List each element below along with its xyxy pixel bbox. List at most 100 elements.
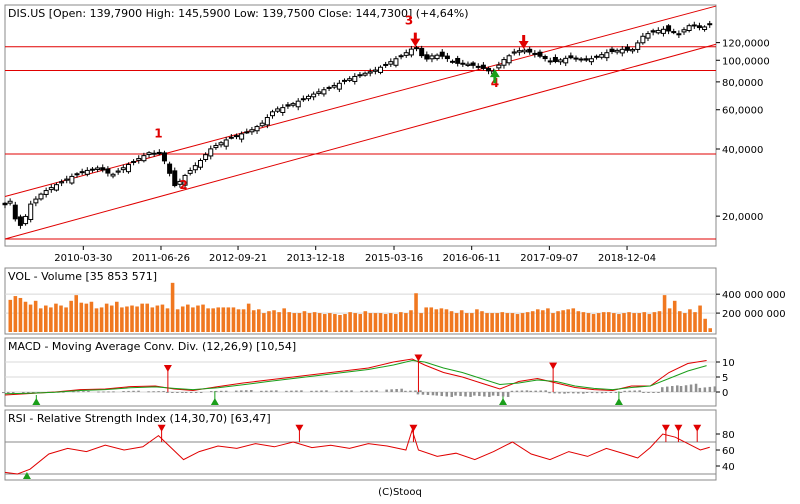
macd-histogram-bar (459, 392, 462, 397)
candle-body (522, 49, 528, 53)
candle (347, 76, 353, 83)
candle (660, 26, 666, 37)
macd-y-tick-label: 5 (722, 373, 728, 384)
macd-histogram-bar (12, 392, 15, 394)
candle (23, 214, 29, 226)
volume-bar (535, 309, 540, 332)
macd-histogram-bar (209, 391, 213, 393)
volume-bar (566, 309, 570, 332)
macd-histogram-bar (595, 392, 599, 394)
candle-body (547, 60, 553, 63)
candle (2, 201, 8, 209)
volume-bar (165, 308, 170, 332)
macd-histogram-bar (315, 390, 318, 392)
macd-histogram-bar (416, 392, 420, 395)
volume-bar (333, 314, 337, 332)
macd-histogram-bar (171, 392, 174, 393)
candle (64, 175, 70, 184)
volume-bar (104, 303, 109, 332)
volume-bar (282, 308, 286, 332)
candle-body (645, 33, 651, 39)
macd-histogram-bar (558, 392, 561, 394)
candle-body (316, 91, 322, 94)
macd-histogram-bar (7, 392, 10, 394)
volume-bar (135, 306, 139, 332)
price-y-tick-label: 100,0000 (722, 56, 770, 67)
footer-credit: (C)Stooq (378, 487, 422, 498)
candle (403, 49, 409, 58)
candle (156, 149, 162, 156)
macd-histogram-bar (290, 390, 293, 392)
candle (666, 24, 672, 35)
candle (522, 48, 528, 55)
volume-bar (89, 301, 94, 332)
volume-bar (485, 313, 489, 332)
macd-histogram-bar (166, 392, 169, 393)
macd-histogram-bar (414, 390, 417, 392)
candle-body (378, 66, 384, 73)
macd-histogram-bar (184, 392, 188, 393)
trend-channel-line (4, 43, 717, 240)
macd-histogram-bar (671, 386, 674, 392)
candle (444, 52, 450, 62)
candle-body (187, 170, 193, 174)
volume-bar (328, 313, 332, 332)
candle-body (110, 173, 116, 177)
candle-body (95, 167, 101, 170)
volume-bar (703, 318, 707, 332)
macd-histogram-bar (265, 390, 268, 392)
candle-body (131, 160, 137, 163)
macd-histogram-bar (572, 392, 575, 394)
candle (172, 167, 178, 188)
macd-histogram-bar (563, 392, 566, 394)
macd-histogram-bar (320, 390, 323, 392)
candle-body (172, 170, 178, 187)
candle-body (105, 168, 111, 174)
candle-body (223, 139, 229, 147)
candle-body (203, 154, 209, 160)
volume-bar (317, 313, 322, 332)
volume-bar (170, 282, 175, 332)
candle (203, 152, 209, 162)
volume-bar (561, 310, 565, 332)
macd-histogram-bar (652, 392, 655, 393)
macd-histogram-bar (2, 392, 5, 394)
volume-bar (160, 304, 165, 332)
candle (691, 21, 697, 29)
candle-body (450, 60, 456, 63)
candle-body (578, 58, 584, 61)
volume-bar (495, 313, 499, 332)
volume-bar (388, 313, 393, 332)
volume-bar (414, 293, 418, 332)
candle-body (28, 203, 34, 220)
volume-bar (226, 307, 231, 332)
candle (285, 102, 291, 109)
macd-histogram-bar (345, 390, 348, 392)
candle-body (563, 57, 569, 64)
candle-body (573, 57, 579, 60)
volume-bar (622, 313, 626, 332)
candle (182, 173, 188, 189)
volume-bar (302, 311, 307, 332)
price-y-tick-label: 60,0000 (722, 106, 763, 117)
candle-body (583, 58, 589, 61)
price-y-tick-label: 80,0000 (722, 78, 763, 89)
macd-histogram-bar (112, 391, 115, 393)
candle-body (264, 117, 270, 126)
volume-bar (505, 313, 510, 332)
candle-body (403, 52, 409, 56)
volume-bar (236, 309, 241, 332)
macd-histogram-bar (454, 392, 457, 396)
rsi-sell-marker (295, 424, 304, 432)
volume-bar (581, 312, 586, 332)
candle (187, 167, 193, 176)
macd-histogram-bar (107, 391, 110, 393)
candle (192, 162, 198, 174)
macd-macd-line (4, 358, 707, 396)
volume-y-tick-label: 200 000 000 (722, 309, 786, 320)
macd-histogram-bar (567, 392, 570, 394)
macd-histogram-bar (72, 391, 75, 393)
rsi-sell-marker (157, 424, 166, 432)
candle-body (125, 163, 131, 173)
